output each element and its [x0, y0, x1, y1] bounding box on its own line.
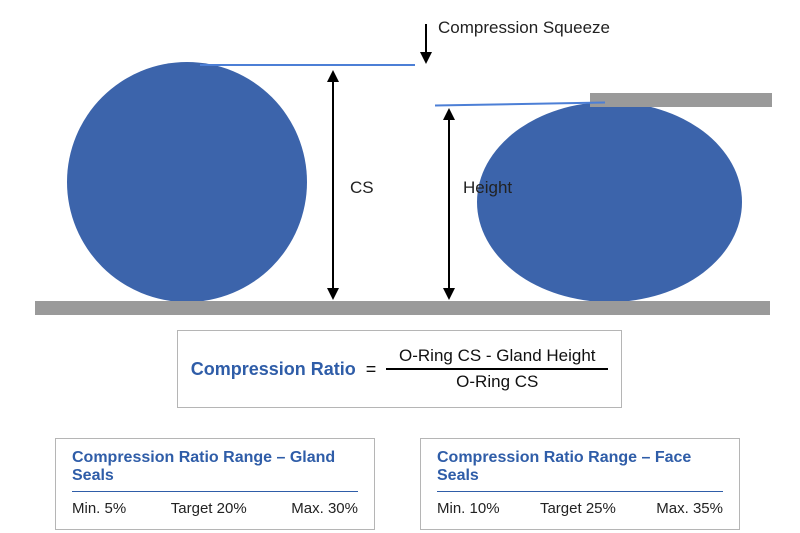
formula-lhs: Compression Ratio — [191, 359, 356, 380]
cs-dimension-arrow — [327, 70, 339, 300]
face-max: Max. 35% — [656, 500, 723, 517]
formula-fraction: O-Ring CS - Gland Height O-Ring CS — [386, 344, 608, 394]
compression-squeeze-label: Compression Squeeze — [438, 18, 610, 38]
compression-squeeze-arrow — [420, 24, 432, 64]
formula-box: Compression Ratio = O-Ring CS - Gland He… — [177, 330, 622, 408]
height-dimension-arrow — [443, 108, 455, 300]
cs-label: CS — [350, 178, 374, 198]
formula-numerator: O-Ring CS - Gland Height — [391, 344, 604, 368]
formula-equals: = — [366, 359, 377, 380]
face-min: Min. 10% — [437, 500, 500, 517]
gland-target: Target 20% — [171, 500, 247, 517]
oring-uncompressed — [67, 62, 307, 302]
cs-top-reference-line — [200, 64, 415, 66]
gland-range-row: Min. 5% Target 20% Max. 30% — [72, 500, 358, 517]
gland-range-title: Compression Ratio Range – Gland Seals — [72, 449, 358, 492]
face-target: Target 25% — [540, 500, 616, 517]
diagram-canvas: Compression Squeeze CS Height Compressio… — [0, 0, 800, 533]
formula-denominator: O-Ring CS — [448, 370, 546, 394]
gland-max: Max. 30% — [291, 500, 358, 517]
face-range-box: Compression Ratio Range – Face Seals Min… — [420, 438, 740, 530]
base-plate — [35, 301, 770, 315]
gland-min: Min. 5% — [72, 500, 126, 517]
face-range-title: Compression Ratio Range – Face Seals — [437, 449, 723, 492]
face-range-row: Min. 10% Target 25% Max. 35% — [437, 500, 723, 517]
gland-plate — [590, 93, 772, 107]
oring-compressed — [477, 102, 742, 302]
gland-range-box: Compression Ratio Range – Gland Seals Mi… — [55, 438, 375, 530]
height-label: Height — [463, 178, 512, 198]
